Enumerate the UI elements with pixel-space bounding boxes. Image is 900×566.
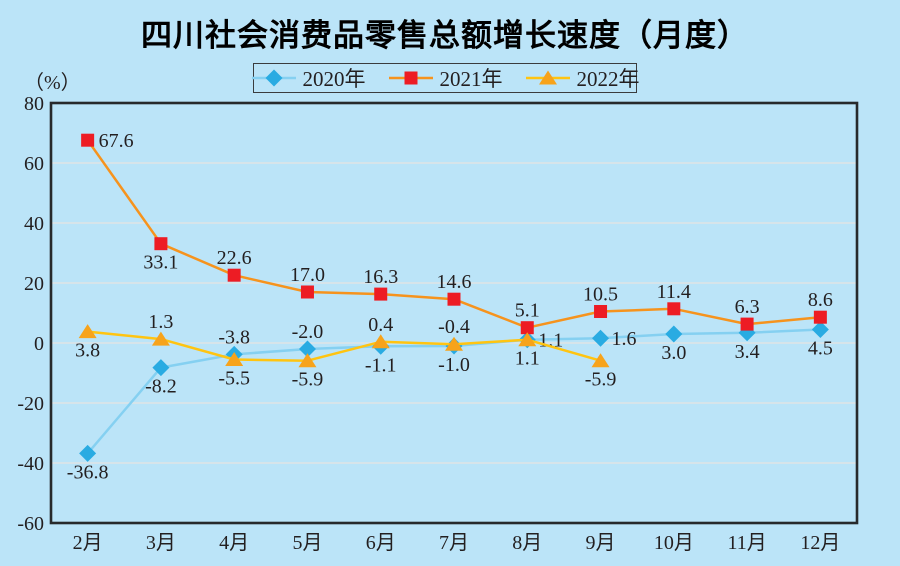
x-category-label: 8月 (512, 532, 542, 554)
line-diamond-marker-icon (251, 69, 296, 87)
triangle-marker-icon (298, 353, 317, 368)
square-marker-icon (594, 305, 608, 318)
square-marker-icon (300, 285, 314, 299)
triangle-marker-icon (225, 352, 244, 366)
square-marker-icon (813, 310, 827, 324)
y-tick-label: 20 (24, 273, 44, 295)
line-triangle-marker-icon (525, 70, 570, 85)
y-tick-label: 0 (34, 333, 44, 355)
square-marker-icon (520, 321, 534, 335)
data-point-label: 4.5 (808, 338, 833, 360)
x-category-label: 9月 (586, 532, 616, 554)
y-tick-label: 40 (24, 213, 44, 235)
legend-label-2020: 2020年 (302, 67, 366, 91)
data-point-label: 3.8 (75, 340, 100, 362)
legend-entry-2022: 2022年 (525, 63, 640, 93)
triangle-marker-icon (371, 334, 390, 349)
square-marker-icon (227, 268, 241, 282)
x-category-label: 2月 (73, 532, 103, 554)
y-tick-label: -20 (17, 393, 44, 415)
y-axis-unit-label: （%） (24, 72, 81, 94)
data-point-label: -0.4 (438, 316, 470, 338)
diamond-marker-icon (79, 444, 97, 462)
triangle-marker-icon (151, 331, 170, 346)
triangle-marker-icon (445, 336, 463, 351)
diamond-marker-icon (592, 329, 610, 347)
data-point-label: -2.0 (292, 321, 324, 343)
data-point-label: -3.8 (218, 326, 250, 348)
line-square-marker-icon (388, 71, 433, 85)
chart-title: 四川社会消费品零售总额增长速度（月度） (141, 18, 749, 53)
data-point-label: -1.0 (438, 354, 470, 376)
triangle-marker-icon (538, 70, 557, 85)
x-category-label: 5月 (292, 532, 322, 554)
series-2022年: 3.8 1.3 -5.5 -5.9 0.4 -0.4 1.1 -5.9 (75, 311, 616, 391)
data-point-label: 1.6 (612, 328, 637, 350)
x-category-label: 11月 (727, 532, 766, 554)
y-tick-label: -40 (17, 453, 44, 475)
data-point-label: 11.4 (657, 281, 691, 303)
data-point-label: 3.4 (735, 341, 760, 363)
data-point-label: 5.1 (515, 300, 540, 322)
diamond-marker-icon (152, 359, 170, 377)
data-point-label: -5.9 (585, 369, 617, 391)
legend-label-2021: 2021年 (439, 67, 503, 91)
data-point-label: 0.4 (368, 314, 393, 336)
legend-entry-2021: 2021年 (388, 63, 503, 93)
x-category-label: 6月 (366, 532, 396, 554)
data-point-label: 1.3 (148, 311, 173, 333)
data-point-label: -36.8 (67, 461, 109, 483)
square-marker-icon (667, 302, 681, 316)
series-2021年: 67.6 33.1 22.6 17.0 16.3 14.6 5.1 10.5 11.4 6.3 8.… (81, 130, 833, 335)
data-point-label: 1.1 (538, 330, 563, 352)
data-point-label: 1.1 (515, 348, 540, 370)
square-marker-icon (81, 133, 95, 147)
square-marker-icon (374, 287, 388, 301)
data-point-label: 33.1 (143, 252, 178, 274)
data-point-label: 3.0 (661, 342, 686, 364)
legend-label-2022: 2022年 (576, 67, 640, 91)
plot-border (49, 101, 859, 525)
data-point-label: 6.3 (735, 296, 760, 318)
x-category-label: 4月 (219, 532, 249, 554)
data-point-label: 67.6 (99, 130, 134, 152)
x-axis-category-labels: 2月 3月 4月 5月 6月 7月 8月 9月 10月 11月 12月 (73, 532, 841, 554)
triangle-marker-icon (518, 332, 537, 347)
y-tick-label: 60 (24, 153, 44, 175)
x-category-label: 12月 (800, 532, 840, 554)
data-point-label: 8.6 (808, 289, 833, 311)
data-point-label: -1.1 (365, 354, 397, 376)
data-point-label: 22.6 (217, 247, 252, 269)
y-axis-tick-labels: 80 60 40 20 0 -20 -40 -60 (17, 93, 44, 535)
y-tick-label: -60 (17, 513, 44, 535)
data-point-label: 17.0 (290, 264, 325, 286)
x-category-label: 10月 (654, 532, 694, 554)
square-marker-icon (404, 71, 417, 85)
x-category-label: 3月 (146, 532, 176, 554)
legend-entry-2020: 2020年 (251, 63, 366, 93)
x-category-label: 7月 (439, 532, 469, 554)
y-tick-label: 80 (24, 93, 44, 115)
square-marker-icon (740, 317, 754, 331)
legend: 2020年 2021年 2022年 (251, 63, 640, 93)
data-point-label: -8.2 (145, 376, 177, 398)
square-marker-icon (154, 237, 168, 251)
diamond-marker-icon (265, 69, 282, 87)
data-point-label: 16.3 (363, 266, 398, 288)
data-point-label: 14.6 (437, 271, 472, 293)
series-line (87, 330, 601, 362)
diamond-marker-icon (298, 340, 316, 358)
triangle-marker-icon (591, 353, 610, 368)
triangle-marker-icon (78, 324, 97, 339)
data-point-label: -5.9 (292, 369, 324, 391)
square-marker-icon (447, 292, 461, 306)
diamond-marker-icon (811, 321, 829, 338)
data-point-label: 10.5 (583, 284, 618, 306)
diamond-marker-icon (665, 325, 683, 343)
data-point-label: -5.5 (218, 368, 250, 390)
